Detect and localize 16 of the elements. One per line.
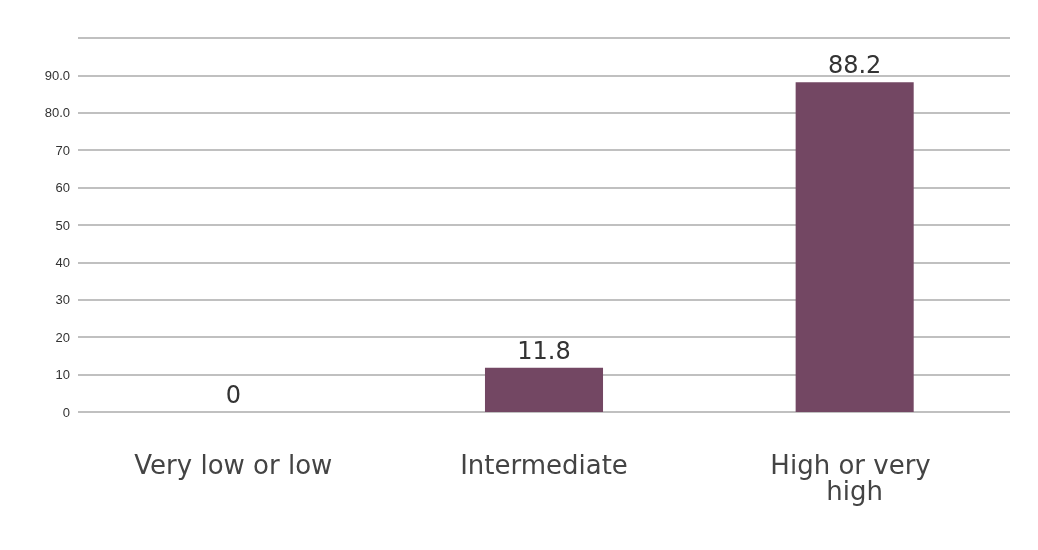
y-tick-label: 20 (55, 329, 70, 345)
y-tick-label: 40 (55, 254, 70, 270)
y-tick-label: 80.0 (44, 105, 70, 121)
y-tick-label: 90.0 (44, 67, 70, 83)
data-label: 0 (225, 381, 241, 409)
data-label: 11.8 (517, 336, 571, 365)
y-tick-label: 70 (55, 142, 70, 158)
data-label: 88.2 (827, 51, 882, 80)
y-tick-label: 10 (55, 367, 70, 383)
x-tick-label: Very low or low (134, 450, 333, 480)
y-tick-label: 30 (55, 292, 70, 308)
y-tick-label: 60 (55, 180, 70, 196)
x-tick-label: High or very high (770, 450, 939, 506)
x-tick-label: Intermediate (460, 450, 628, 480)
y-tick-label: 50 (55, 217, 70, 233)
y-tick-label: 0 (62, 404, 70, 420)
